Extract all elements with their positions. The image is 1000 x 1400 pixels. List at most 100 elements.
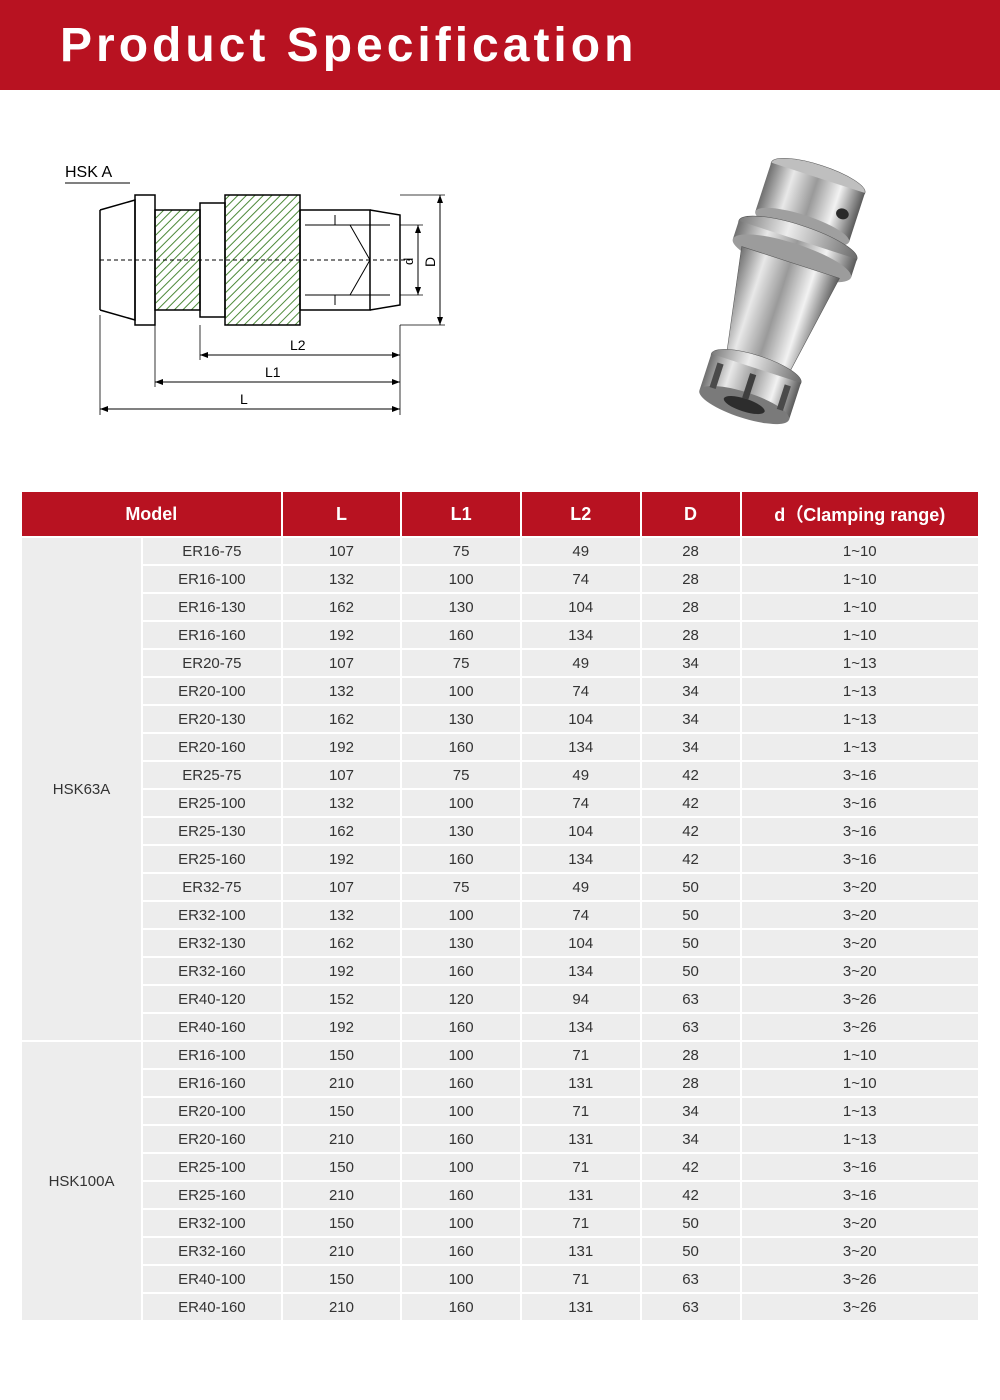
l2-cell: 74 xyxy=(522,902,640,928)
range-cell: 1~13 xyxy=(742,1098,978,1124)
page-title-band: Product Specification xyxy=(0,0,1000,90)
table-row: ER20-10015010071341~13 xyxy=(22,1098,978,1124)
l2-cell: 71 xyxy=(522,1154,640,1180)
subtype-cell: ER32-130 xyxy=(143,930,281,956)
subtype-cell: ER32-75 xyxy=(143,874,281,900)
subtype-cell: ER25-75 xyxy=(143,762,281,788)
table-row: ER25-130162130104423~16 xyxy=(22,818,978,844)
range-cell: 3~16 xyxy=(742,762,978,788)
d-cell: 63 xyxy=(642,1014,740,1040)
l1-cell: 75 xyxy=(402,874,520,900)
l1-cell: 100 xyxy=(402,1266,520,1292)
subtype-cell: ER20-75 xyxy=(143,650,281,676)
range-cell: 1~10 xyxy=(742,538,978,564)
svg-text:L: L xyxy=(240,391,248,407)
l2-cell: 74 xyxy=(522,790,640,816)
subtype-cell: ER25-100 xyxy=(143,1154,281,1180)
technical-drawing: HSK A D d xyxy=(40,155,460,435)
range-cell: 3~20 xyxy=(742,958,978,984)
d-cell: 50 xyxy=(642,874,740,900)
drawing-label-hsk: HSK A xyxy=(65,164,112,181)
l-cell: 162 xyxy=(283,818,401,844)
table-row: ER32-751077549503~20 xyxy=(22,874,978,900)
spec-table: Model L L1 L2 D d（Clamping range) HSK63A… xyxy=(20,490,980,1322)
range-cell: 1~10 xyxy=(742,622,978,648)
group-cell: HSK100A xyxy=(22,1042,141,1320)
d-cell: 42 xyxy=(642,1154,740,1180)
th-l: L xyxy=(283,492,401,536)
d-cell: 28 xyxy=(642,1070,740,1096)
l2-cell: 49 xyxy=(522,650,640,676)
d-cell: 34 xyxy=(642,678,740,704)
l1-cell: 75 xyxy=(402,538,520,564)
l-cell: 107 xyxy=(283,538,401,564)
l1-cell: 100 xyxy=(402,902,520,928)
table-row: ER40-12015212094633~26 xyxy=(22,986,978,1012)
table-row: ER20-10013210074341~13 xyxy=(22,678,978,704)
d-cell: 42 xyxy=(642,818,740,844)
d-cell: 28 xyxy=(642,1042,740,1068)
table-row: ER32-130162130104503~20 xyxy=(22,930,978,956)
subtype-cell: ER16-100 xyxy=(143,566,281,592)
d-cell: 42 xyxy=(642,1182,740,1208)
d-cell: 50 xyxy=(642,1210,740,1236)
th-d: D xyxy=(642,492,740,536)
subtype-cell: ER40-100 xyxy=(143,1266,281,1292)
d-cell: 28 xyxy=(642,538,740,564)
l-cell: 150 xyxy=(283,1098,401,1124)
subtype-cell: ER16-100 xyxy=(143,1042,281,1068)
range-cell: 3~16 xyxy=(742,818,978,844)
range-cell: 3~16 xyxy=(742,1182,978,1208)
l1-cell: 160 xyxy=(402,734,520,760)
subtype-cell: ER25-160 xyxy=(143,846,281,872)
subtype-cell: ER16-160 xyxy=(143,622,281,648)
table-header-row: Model L L1 L2 D d（Clamping range) xyxy=(22,492,978,536)
l2-cell: 131 xyxy=(522,1182,640,1208)
table-row: ER16-10013210074281~10 xyxy=(22,566,978,592)
l-cell: 107 xyxy=(283,874,401,900)
d-cell: 42 xyxy=(642,790,740,816)
l-cell: 150 xyxy=(283,1042,401,1068)
d-cell: 63 xyxy=(642,1294,740,1320)
table-row: ER32-160210160131503~20 xyxy=(22,1238,978,1264)
l-cell: 210 xyxy=(283,1070,401,1096)
svg-text:d: d xyxy=(401,258,416,265)
l1-cell: 160 xyxy=(402,958,520,984)
range-cell: 3~20 xyxy=(742,874,978,900)
table-row: HSK100AER16-10015010071281~10 xyxy=(22,1042,978,1068)
table-row: ER16-160192160134281~10 xyxy=(22,622,978,648)
range-cell: 1~10 xyxy=(742,1042,978,1068)
l2-cell: 134 xyxy=(522,1014,640,1040)
l2-cell: 131 xyxy=(522,1238,640,1264)
l1-cell: 160 xyxy=(402,1182,520,1208)
d-cell: 50 xyxy=(642,902,740,928)
range-cell: 1~13 xyxy=(742,734,978,760)
l-cell: 150 xyxy=(283,1210,401,1236)
subtype-cell: ER16-130 xyxy=(143,594,281,620)
table-row: HSK63AER16-751077549281~10 xyxy=(22,538,978,564)
range-cell: 3~26 xyxy=(742,1266,978,1292)
table-row: ER32-160192160134503~20 xyxy=(22,958,978,984)
svg-text:L2: L2 xyxy=(290,337,306,353)
d-cell: 42 xyxy=(642,846,740,872)
d-cell: 42 xyxy=(642,762,740,788)
d-cell: 50 xyxy=(642,958,740,984)
range-cell: 3~20 xyxy=(742,930,978,956)
range-cell: 1~10 xyxy=(742,594,978,620)
range-cell: 1~13 xyxy=(742,650,978,676)
l1-cell: 100 xyxy=(402,1154,520,1180)
table-row: ER20-751077549341~13 xyxy=(22,650,978,676)
subtype-cell: ER20-160 xyxy=(143,1126,281,1152)
subtype-cell: ER20-100 xyxy=(143,678,281,704)
table-row: ER25-10015010071423~16 xyxy=(22,1154,978,1180)
svg-text:L1: L1 xyxy=(265,364,281,380)
table-row: ER40-160210160131633~26 xyxy=(22,1294,978,1320)
range-cell: 3~20 xyxy=(742,1238,978,1264)
d-cell: 50 xyxy=(642,1238,740,1264)
l1-cell: 75 xyxy=(402,650,520,676)
d-cell: 28 xyxy=(642,566,740,592)
range-cell: 3~20 xyxy=(742,902,978,928)
d-cell: 63 xyxy=(642,1266,740,1292)
range-cell: 3~16 xyxy=(742,1154,978,1180)
subtype-cell: ER20-100 xyxy=(143,1098,281,1124)
